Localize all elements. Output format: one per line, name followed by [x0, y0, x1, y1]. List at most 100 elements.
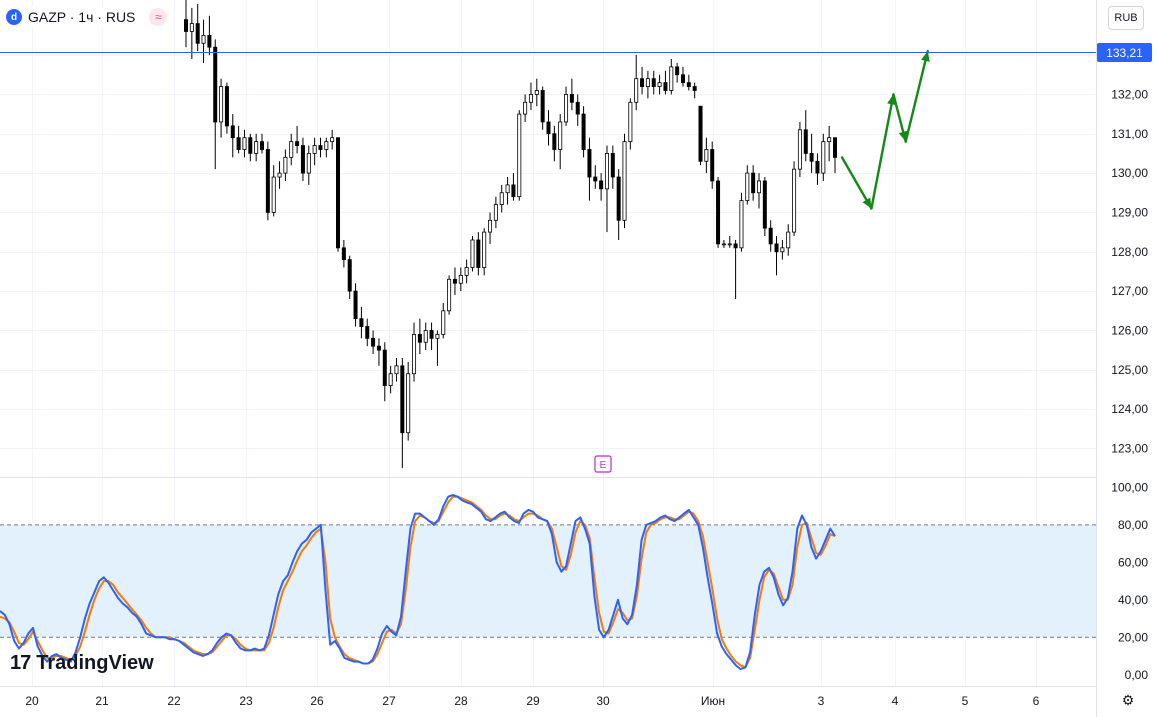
- candle-body: [733, 243, 738, 249]
- candle: [751, 165, 756, 201]
- candle-body: [318, 145, 323, 150]
- candle: [721, 239, 726, 248]
- candle: [230, 114, 235, 158]
- candle-body: [628, 101, 633, 143]
- candle: [482, 228, 487, 276]
- candle: [575, 94, 580, 126]
- candle-body: [517, 113, 522, 198]
- earnings-marker[interactable]: E: [594, 455, 612, 473]
- time-tick-label: 30: [596, 694, 610, 708]
- candle-body: [716, 180, 721, 245]
- price-tick-label: 130,00: [1111, 166, 1148, 180]
- candle-body: [371, 337, 376, 347]
- candle: [417, 318, 422, 355]
- stochastic-tick-label: 40,00: [1118, 593, 1148, 607]
- candle: [213, 39, 218, 170]
- candle: [306, 145, 311, 185]
- candle: [347, 255, 352, 299]
- time-tick-label: 6: [1033, 694, 1040, 708]
- candle-body: [312, 145, 317, 154]
- candle-body: [797, 129, 802, 170]
- candle-body: [470, 239, 475, 268]
- stochastic-tick-label: 0,00: [1125, 668, 1149, 682]
- candle: [704, 137, 709, 174]
- candle-body: [277, 172, 282, 178]
- candle: [680, 66, 685, 87]
- candle: [201, 19, 206, 63]
- candle-body: [347, 259, 352, 292]
- time-tick-label: 23: [239, 694, 253, 708]
- symbol-title[interactable]: GAZP · 1ч · RUS: [28, 9, 136, 25]
- price-line-value: 133,21: [1106, 46, 1143, 60]
- candle: [324, 137, 329, 158]
- price-tick-label: 129,00: [1111, 205, 1148, 219]
- candle: [207, 15, 212, 56]
- candle-body: [242, 137, 247, 150]
- symbol-header[interactable]: d GAZP · 1ч · RUS ≈: [6, 6, 174, 28]
- earnings-marker-box: [594, 455, 612, 473]
- time-tick-label: 3: [818, 694, 825, 708]
- candle: [628, 98, 633, 150]
- price-line[interactable]: 133,21: [0, 43, 1152, 62]
- candle-body: [552, 133, 557, 150]
- candle-body: [645, 78, 650, 87]
- candle: [429, 322, 434, 351]
- candle: [534, 78, 539, 107]
- candle-body: [429, 330, 434, 339]
- forecast-arrows: [840, 49, 930, 210]
- time-tick-label: Июн: [701, 694, 725, 708]
- candle-body: [219, 86, 224, 123]
- candle-body: [365, 326, 370, 339]
- candle-body: [675, 66, 680, 76]
- candle-body: [587, 149, 592, 178]
- candle: [195, 3, 200, 52]
- candle: [833, 137, 838, 174]
- candle: [365, 318, 370, 347]
- candle: [388, 365, 393, 394]
- candle-body: [669, 66, 674, 91]
- candle: [289, 133, 294, 166]
- compare-icon[interactable]: ≈: [149, 8, 168, 26]
- candle: [359, 306, 364, 339]
- candle: [254, 133, 259, 162]
- candle: [447, 275, 452, 315]
- time-axis: 20 21 22 23 26 27 28 29 30 Июн 3 4 5 6: [25, 694, 1039, 708]
- candle-body: [488, 219, 493, 233]
- time-tick-label: 26: [310, 694, 324, 708]
- currency-button[interactable]: RUB: [1108, 6, 1144, 30]
- candle: [376, 338, 381, 366]
- candle: [528, 82, 533, 111]
- candle-body: [523, 101, 528, 115]
- candle-body: [195, 23, 200, 44]
- price-tick-label: 127,00: [1111, 284, 1148, 298]
- candle: [242, 129, 247, 158]
- time-tick-label: 27: [382, 694, 396, 708]
- candle-body: [201, 35, 206, 44]
- candle: [686, 74, 691, 91]
- settings-gear-icon[interactable]: ⚙: [1121, 691, 1135, 708]
- candle: [815, 153, 820, 185]
- candle-body: [464, 267, 469, 276]
- candle-body: [599, 180, 604, 190]
- candle-body: [341, 247, 346, 261]
- tradingview-logo[interactable]: 17 TradingView: [10, 652, 154, 675]
- candle-body: [207, 35, 212, 48]
- candle-body: [792, 168, 797, 233]
- candle-body: [254, 141, 259, 154]
- candle-body: [756, 180, 761, 194]
- earnings-marker-label: E: [600, 460, 607, 471]
- candle: [371, 330, 376, 355]
- candle: [470, 236, 475, 272]
- candle: [669, 59, 674, 95]
- candle: [716, 177, 721, 248]
- candle-body: [499, 192, 504, 205]
- candle-body: [704, 149, 709, 162]
- candle: [569, 78, 574, 111]
- candle-body: [610, 153, 615, 178]
- candle: [260, 133, 265, 154]
- candle: [219, 78, 224, 138]
- candle: [739, 192, 744, 252]
- candle: [283, 149, 288, 181]
- candle: [300, 137, 305, 181]
